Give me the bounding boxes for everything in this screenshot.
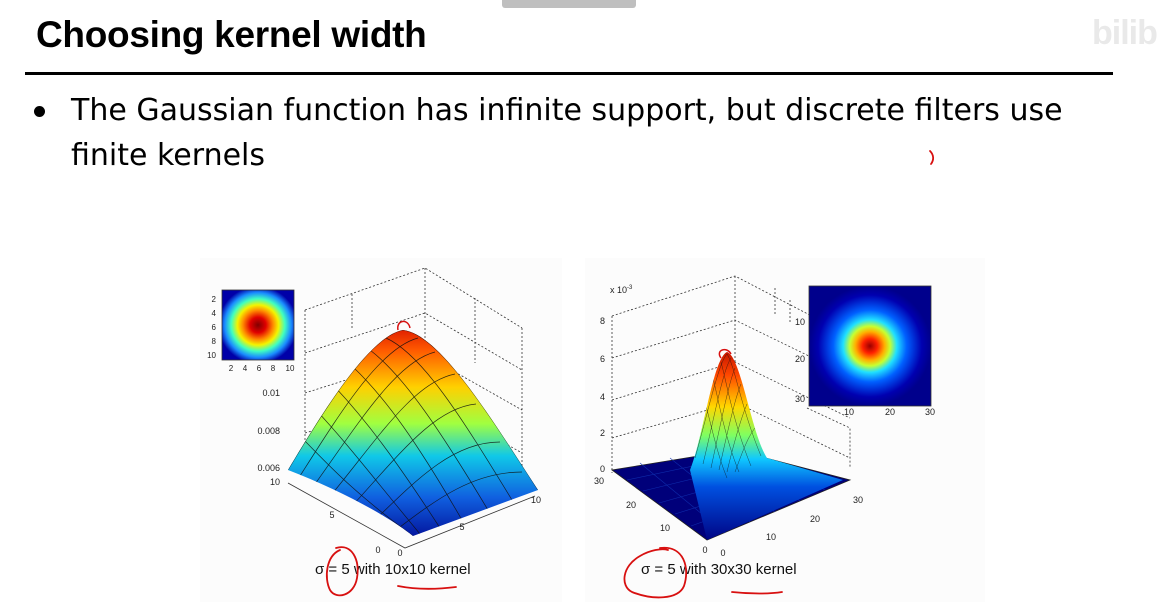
z-tick: 0.008 <box>257 426 280 436</box>
inset-y-tick: 4 <box>212 309 217 318</box>
inset-x-tick: 4 <box>243 364 248 373</box>
inset-x-tick: 6 <box>257 364 262 373</box>
inset-x-tick: 10 <box>286 364 295 373</box>
z-tick: 4 <box>600 392 605 402</box>
window-top-handle <box>502 0 636 8</box>
slide-title: Choosing kernel width <box>36 14 427 55</box>
inset-x-tick: 30 <box>925 407 935 417</box>
z-tick: 6 <box>600 354 605 364</box>
z-tick: 0 <box>600 464 605 474</box>
peak-annotation-mark <box>718 348 732 359</box>
z-tick: 0.006 <box>257 463 280 473</box>
figure-left-caption: σ = 5 with 10x10 kernel <box>315 561 471 578</box>
z-multiplier-exponent: -3 <box>627 285 633 291</box>
inset-y-tick: 30 <box>795 394 805 404</box>
y-tick: 0 <box>375 545 380 555</box>
inset-x-tick: 20 <box>885 407 895 417</box>
y-tick: 10 <box>660 523 670 533</box>
inset-x-tick: 2 <box>229 364 234 373</box>
y-tick: 0 <box>702 545 707 555</box>
bullet-dot-icon <box>34 106 45 117</box>
title-underline <box>25 72 1113 75</box>
inset-x-tick: 10 <box>844 407 854 417</box>
figure-left-plot: 2 4 6 8 10 2 4 6 8 10 0.01 0.008 0.006 1… <box>207 267 541 558</box>
y-tick: 10 <box>270 477 280 487</box>
watermark-logo: bilib <box>1092 14 1157 52</box>
heatmap-inset-left <box>222 290 294 360</box>
inset-y-tick: 2 <box>212 295 217 304</box>
inset-y-tick: 20 <box>795 354 805 364</box>
x-tick: 10 <box>531 495 541 505</box>
x-tick: 0 <box>720 548 725 558</box>
z-tick: 8 <box>600 316 605 326</box>
inset-y-tick: 6 <box>212 323 217 332</box>
inset-y-tick: 8 <box>212 337 217 346</box>
z-tick: 2 <box>600 428 605 438</box>
x-tick: 30 <box>853 495 863 505</box>
inset-y-tick: 10 <box>207 351 216 360</box>
inset-y-tick: 10 <box>795 317 805 327</box>
inset-x-tick: 8 <box>271 364 276 373</box>
peak-annotation-mark <box>397 320 411 331</box>
x-tick: 10 <box>766 532 776 542</box>
bullet-text: The Gaussian function has infinite suppo… <box>71 93 1063 173</box>
figure-right-caption: σ = 5 with 30x30 kernel <box>641 561 797 578</box>
z-multiplier-base: x 10 <box>610 285 627 295</box>
bullet-item: The Gaussian function has infinite suppo… <box>34 88 1114 178</box>
x-tick: 5 <box>459 522 464 532</box>
z-multiplier: x 10-3 <box>610 285 633 295</box>
x-tick: 20 <box>810 514 820 524</box>
x-tick: 0 <box>397 548 402 558</box>
y-tick: 30 <box>594 476 604 486</box>
y-tick: 5 <box>329 510 334 520</box>
y-tick: 20 <box>626 500 636 510</box>
figure-right-plot: 10 20 30 10 20 30 x 10-3 8 6 4 2 0 30 20… <box>594 275 935 558</box>
heatmap-inset-right <box>809 286 931 406</box>
z-tick: 0.01 <box>262 388 280 398</box>
bullet-list: The Gaussian function has infinite suppo… <box>34 88 1114 178</box>
